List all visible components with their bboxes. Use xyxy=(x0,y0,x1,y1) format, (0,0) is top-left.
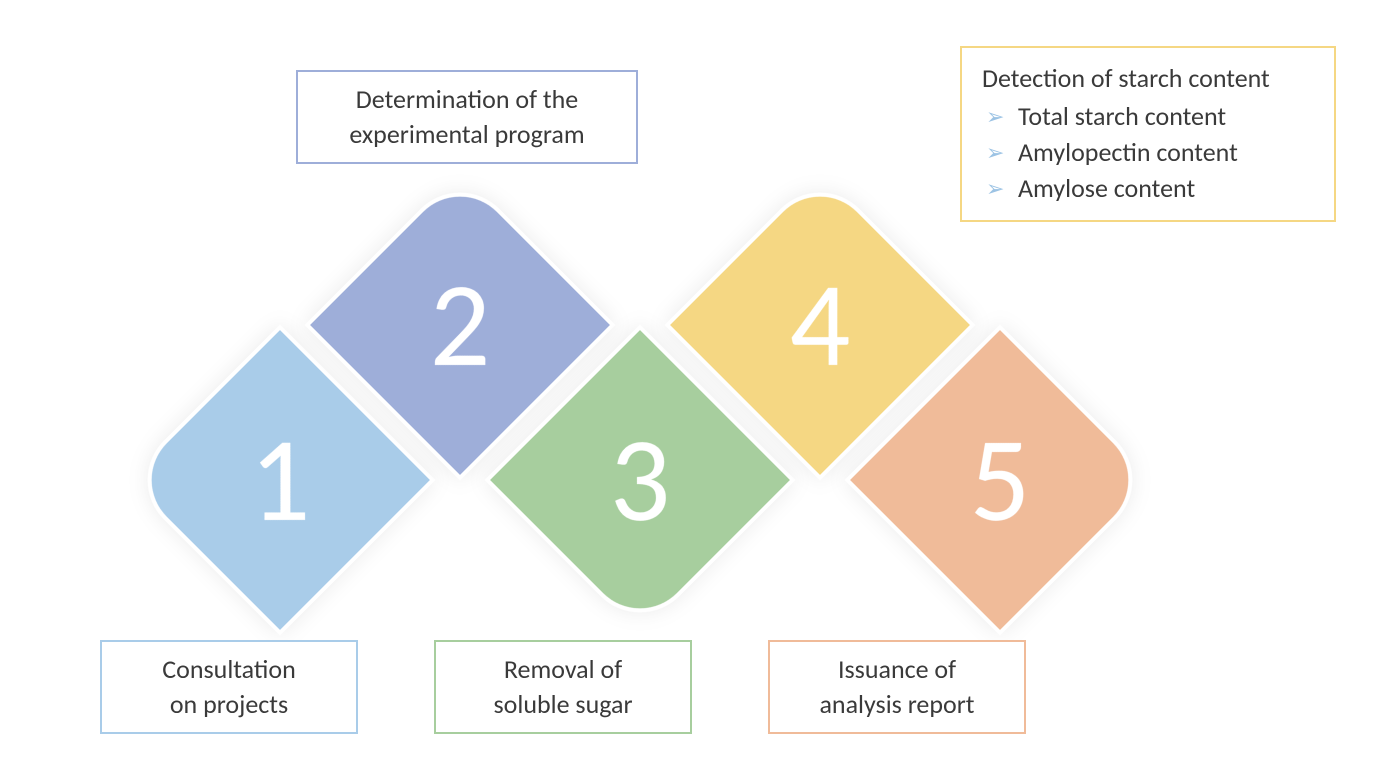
chevron-right-icon: ➢ xyxy=(986,102,1004,133)
step-caption-5: Issuance ofanalysis report xyxy=(768,640,1026,734)
caption-bullet: ➢ Amylopectin content xyxy=(986,136,1314,168)
caption-title: Detection of starch content xyxy=(982,62,1314,94)
caption-bullet-text: Total starch content xyxy=(1018,100,1226,132)
caption-bullet: ➢ Amylose content xyxy=(986,172,1314,204)
step-caption-1: Consultationon projects xyxy=(100,640,358,734)
step-caption-4: Detection of starch content ➢ Total starch… xyxy=(960,46,1336,222)
caption-bullet-list: ➢ Total starch content ➢ Amylopectin conten… xyxy=(982,100,1314,204)
caption-bullet: ➢ Total starch content xyxy=(986,100,1314,132)
chevron-right-icon: ➢ xyxy=(986,138,1004,169)
caption-bullet-text: Amylopectin content xyxy=(1018,136,1238,168)
step-number: 5 xyxy=(894,374,1106,586)
step-caption-3: Removal ofsoluble sugar xyxy=(434,640,692,734)
chevron-right-icon: ➢ xyxy=(986,174,1004,205)
caption-bullet-text: Amylose content xyxy=(1018,172,1195,204)
step-caption-2: Determination of theexperimental program xyxy=(296,70,638,164)
